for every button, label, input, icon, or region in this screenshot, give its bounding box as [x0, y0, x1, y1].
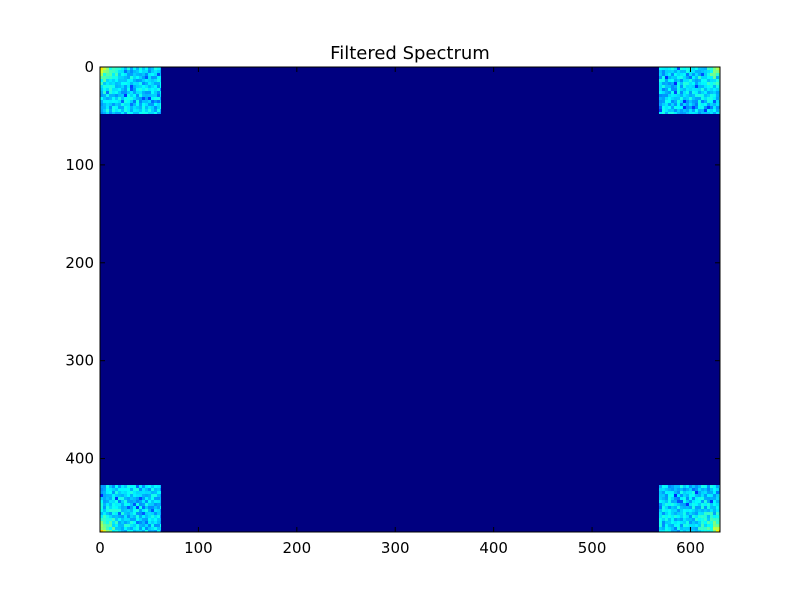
- x-tick-label: 300: [381, 539, 410, 557]
- y-tick-label: 400: [65, 450, 94, 468]
- heatmap-region-top-right: [658, 67, 720, 114]
- heatmap-regions: [100, 67, 720, 532]
- x-tick-label: 100: [184, 539, 213, 557]
- x-tick-label: 400: [479, 539, 508, 557]
- x-tick-label: 0: [95, 539, 105, 557]
- heatmap-region-bottom-right: [658, 485, 720, 532]
- heatmap-region-bottom-left: [100, 485, 162, 532]
- heatmap-background: [100, 67, 720, 532]
- x-tick-label: 600: [676, 539, 705, 557]
- x-tick-label: 500: [578, 539, 607, 557]
- y-tick-label: 0: [84, 58, 94, 76]
- y-tick-label: 100: [65, 156, 94, 174]
- chart-title: Filtered Spectrum: [330, 43, 490, 64]
- y-tick-label: 200: [65, 254, 94, 272]
- heatmap-region-top-left: [100, 67, 162, 114]
- y-tick-label: 300: [65, 352, 94, 370]
- x-axis: 0 100 200 300 400 500 600: [95, 67, 705, 557]
- x-tick-label: 200: [283, 539, 312, 557]
- y-axis: 0 100 200 300 400: [65, 58, 720, 468]
- plot-frame: [99, 66, 721, 533]
